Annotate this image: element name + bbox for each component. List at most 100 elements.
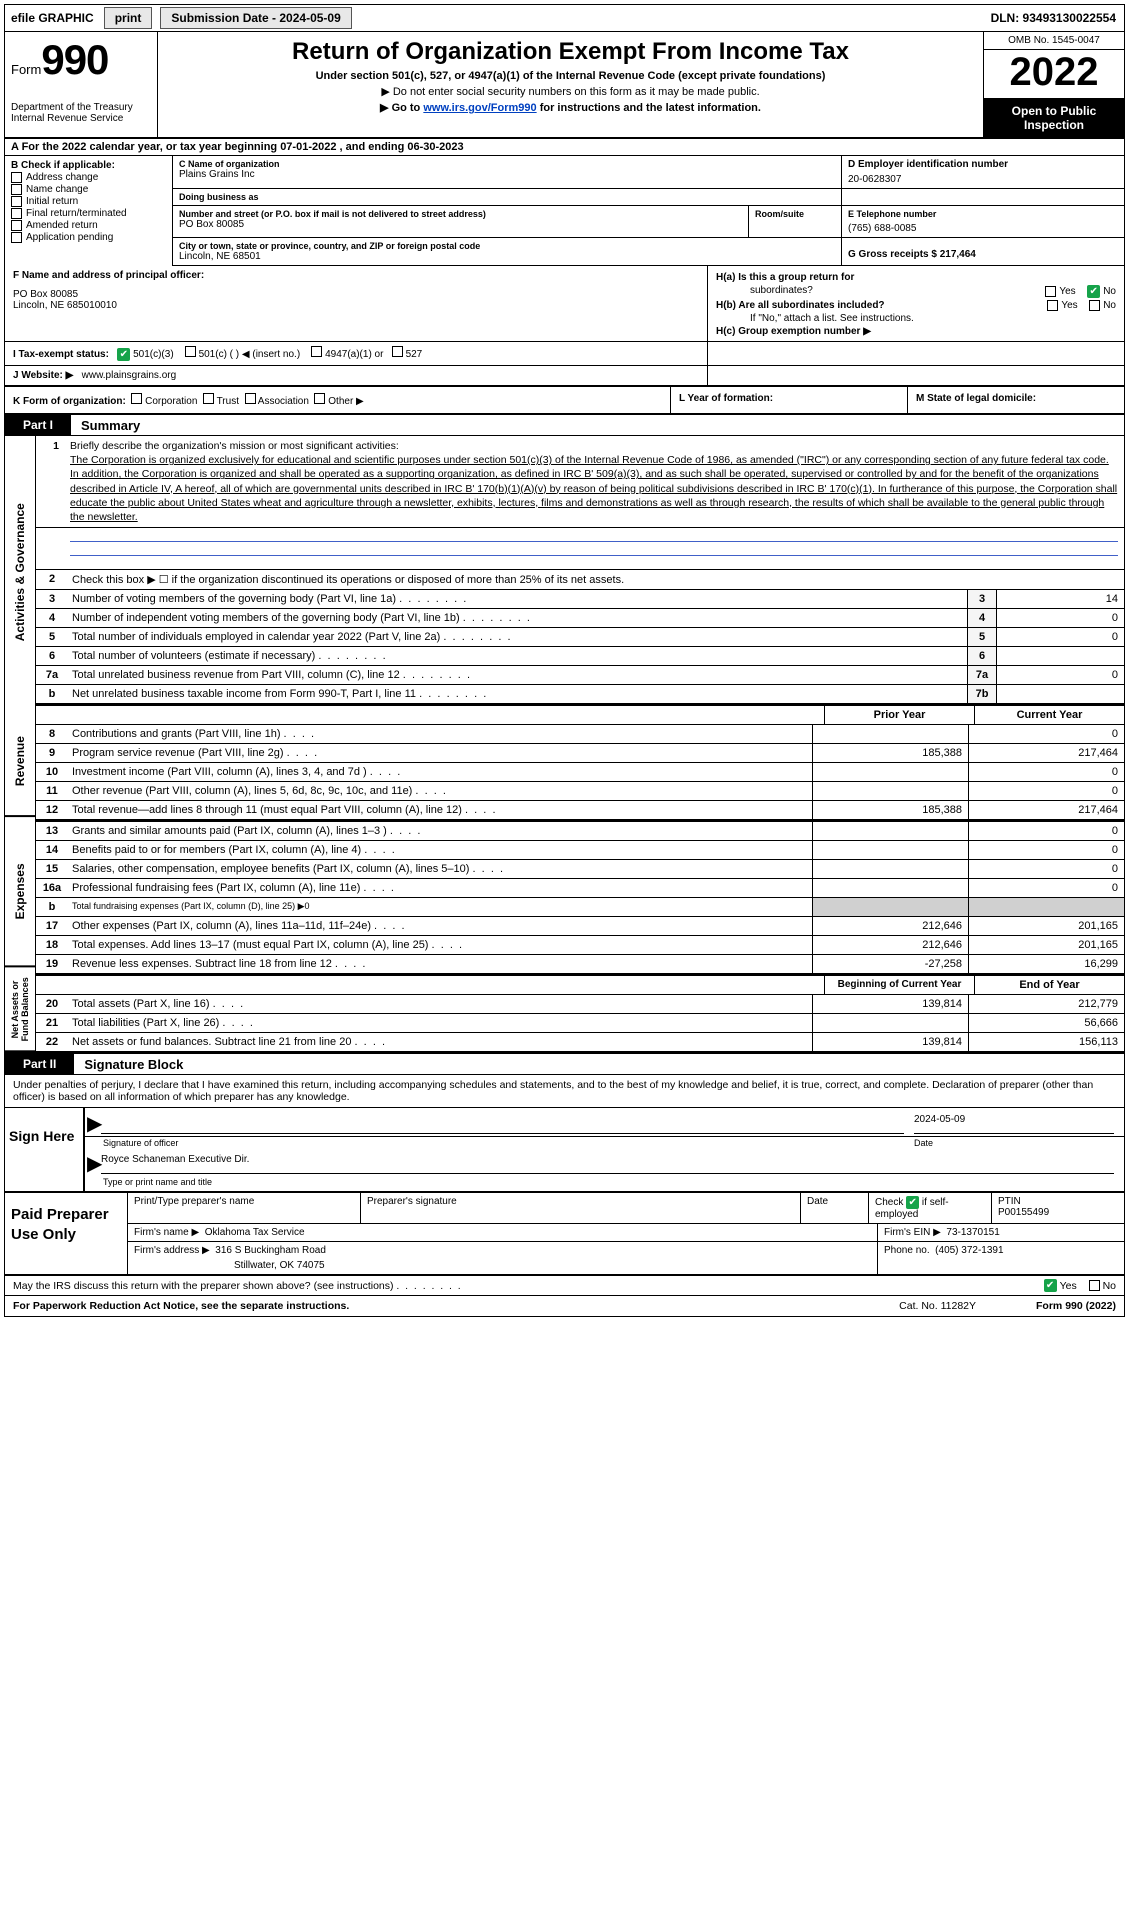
chk-final-return[interactable]: Final return/terminated <box>11 208 166 219</box>
arrow-icon: ▶ <box>85 1154 101 1174</box>
top-toolbar: efile GRAPHIC print Submission Date - 20… <box>5 5 1124 32</box>
side-na: Net Assets or Fund Balances <box>5 968 35 1052</box>
row-i: I Tax-exempt status: ✔ 501(c)(3) 501(c) … <box>5 342 1124 366</box>
chk-initial-return[interactable]: Initial return <box>11 196 166 207</box>
part1-tab: Part I <box>5 415 71 435</box>
f-label: F Name and address of principal officer: <box>13 270 204 281</box>
grid-body: 1 Briefly describe the organization's mi… <box>36 436 1124 1052</box>
prep-name-hdr: Print/Type preparer's name <box>128 1193 361 1223</box>
opt-527: 527 <box>406 349 423 360</box>
table-row: 18Total expenses. Add lines 13–17 (must … <box>36 936 1124 955</box>
phone-val: (405) 372-1391 <box>935 1245 1003 1256</box>
hb-label: H(b) Are all subordinates included? <box>716 300 885 311</box>
row-klm: K Form of organization: Corporation Trus… <box>5 387 1124 415</box>
table-row: 21Total liabilities (Part X, line 26)56,… <box>36 1014 1124 1033</box>
efile-label: efile GRAPHIC <box>5 8 100 28</box>
firm-ein-lbl: Firm's EIN ▶ <box>884 1227 941 1238</box>
org-name-label: C Name of organization <box>179 159 835 169</box>
checkbox-checked-icon[interactable]: ✔ <box>906 1196 919 1209</box>
paid-preparer-block: Paid Preparer Use Only Print/Type prepar… <box>5 1193 1124 1276</box>
subtitle-3: ▶ Go to www.irs.gov/Form990 for instruct… <box>166 101 975 114</box>
checkbox-icon[interactable] <box>245 393 256 404</box>
checkbox-checked-icon[interactable]: ✔ <box>1044 1279 1057 1292</box>
opt-4947: 4947(a)(1) or <box>325 349 383 360</box>
sig-date-cap: Date <box>914 1138 1124 1148</box>
dept-treasury: Department of the Treasury <box>11 102 151 113</box>
firm-name: Oklahoma Tax Service <box>205 1227 305 1238</box>
checkbox-checked-icon[interactable]: ✔ <box>117 348 130 361</box>
checkbox-icon <box>11 184 22 195</box>
table-row: 3Number of voting members of the governi… <box>36 590 1124 609</box>
self-emp-cell: Check ✔ if self-employed <box>869 1193 992 1223</box>
cat-no: Cat. No. 11282Y <box>899 1300 976 1312</box>
mission-text: The Corporation is organized exclusively… <box>70 454 1117 523</box>
section-bcd: B Check if applicable: Address change Na… <box>5 156 1124 266</box>
header-right: OMB No. 1545-0047 2022 Open to Public In… <box>983 32 1124 137</box>
hb-note: If "No," attach a list. See instructions… <box>716 313 1116 324</box>
checkbox-icon[interactable] <box>1089 1280 1100 1291</box>
chk-name-change[interactable]: Name change <box>11 184 166 195</box>
part1-header: Part I Summary <box>5 415 1124 436</box>
hc-label: H(c) Group exemption number ▶ <box>716 326 871 337</box>
rev-header: Prior Year Current Year <box>36 704 1124 725</box>
l-label: L Year of formation: <box>679 393 773 404</box>
checkbox-icon[interactable] <box>311 346 322 357</box>
sidebar: Activities & Governance Revenue Expenses… <box>5 436 36 1052</box>
chk-amended[interactable]: Amended return <box>11 220 166 231</box>
sub3-post: for instructions and the latest informat… <box>537 102 761 114</box>
checkbox-icon[interactable] <box>314 393 325 404</box>
website-value: www.plainsgrains.org <box>82 370 177 381</box>
side-ag: Activities & Governance <box>5 436 35 708</box>
checkbox-icon <box>11 208 22 219</box>
checkbox-icon <box>11 232 22 243</box>
signature-intro: Under penalties of perjury, I declare th… <box>5 1075 1124 1108</box>
ein-value: 20-0628307 <box>848 170 1118 185</box>
part2-tab: Part II <box>5 1054 74 1074</box>
checkbox-icon[interactable] <box>1047 300 1058 311</box>
table-row: 16aProfessional fundraising fees (Part I… <box>36 879 1124 898</box>
dln-label: DLN: 93493130022554 <box>983 8 1124 28</box>
box-h: H(a) Is this a group return for subordin… <box>708 266 1124 341</box>
submission-date-button[interactable]: Submission Date - 2024-05-09 <box>160 7 351 29</box>
table-row: bNet unrelated business taxable income f… <box>36 685 1124 704</box>
table-row: 7aTotal unrelated business revenue from … <box>36 666 1124 685</box>
na-header: Beginning of Current Year End of Year <box>36 974 1124 995</box>
ptin-value: P00155499 <box>998 1207 1049 1218</box>
chk-application-pending[interactable]: Application pending <box>11 232 166 243</box>
checkbox-icon[interactable] <box>1089 300 1100 311</box>
checkbox-icon <box>11 220 22 231</box>
i-label: I Tax-exempt status: <box>13 349 109 360</box>
checkbox-checked-icon[interactable]: ✔ <box>1087 285 1100 298</box>
line-1-num: 1 <box>42 439 70 453</box>
checkbox-icon <box>11 172 22 183</box>
chk-address-change[interactable]: Address change <box>11 172 166 183</box>
ag-lines: 2Check this box ▶ ☐ if the organization … <box>36 570 1124 704</box>
current-year-hdr: Current Year <box>974 706 1124 724</box>
ha-sub: subordinates? <box>716 285 813 298</box>
form-990-num: 990 <box>41 36 108 83</box>
checkbox-icon[interactable] <box>392 346 403 357</box>
checkbox-icon[interactable] <box>1045 286 1056 297</box>
na-lines: 20Total assets (Part X, line 16)139,8142… <box>36 995 1124 1052</box>
header-middle: Return of Organization Exempt From Incom… <box>158 32 983 137</box>
end-year-hdr: End of Year <box>974 976 1124 994</box>
box-f: F Name and address of principal officer:… <box>5 266 708 341</box>
sig-officer-cap: Signature of officer <box>103 1138 914 1148</box>
sub3-pre: ▶ Go to <box>380 102 423 114</box>
irs-label: Internal Revenue Service <box>11 113 151 124</box>
table-row: 14Benefits paid to or for members (Part … <box>36 841 1124 860</box>
checkbox-icon[interactable] <box>203 393 214 404</box>
row-a-tax-year: A For the 2022 calendar year, or tax yea… <box>5 139 1124 156</box>
table-row: 5Total number of individuals employed in… <box>36 628 1124 647</box>
sign-here-label: Sign Here <box>5 1108 85 1191</box>
open-inspection: Open to Public Inspection <box>984 99 1124 137</box>
checkbox-icon[interactable] <box>185 346 196 357</box>
print-button[interactable]: print <box>104 7 153 29</box>
irs-link[interactable]: www.irs.gov/Form990 <box>423 102 536 114</box>
part1-body: Activities & Governance Revenue Expenses… <box>5 436 1124 1052</box>
ptin-cell: PTIN P00155499 <box>992 1193 1124 1223</box>
dba-label: Doing business as <box>179 192 835 202</box>
j-label: J Website: ▶ <box>13 370 73 381</box>
checkbox-icon[interactable] <box>131 393 142 404</box>
k-label: K Form of organization: <box>13 396 126 407</box>
